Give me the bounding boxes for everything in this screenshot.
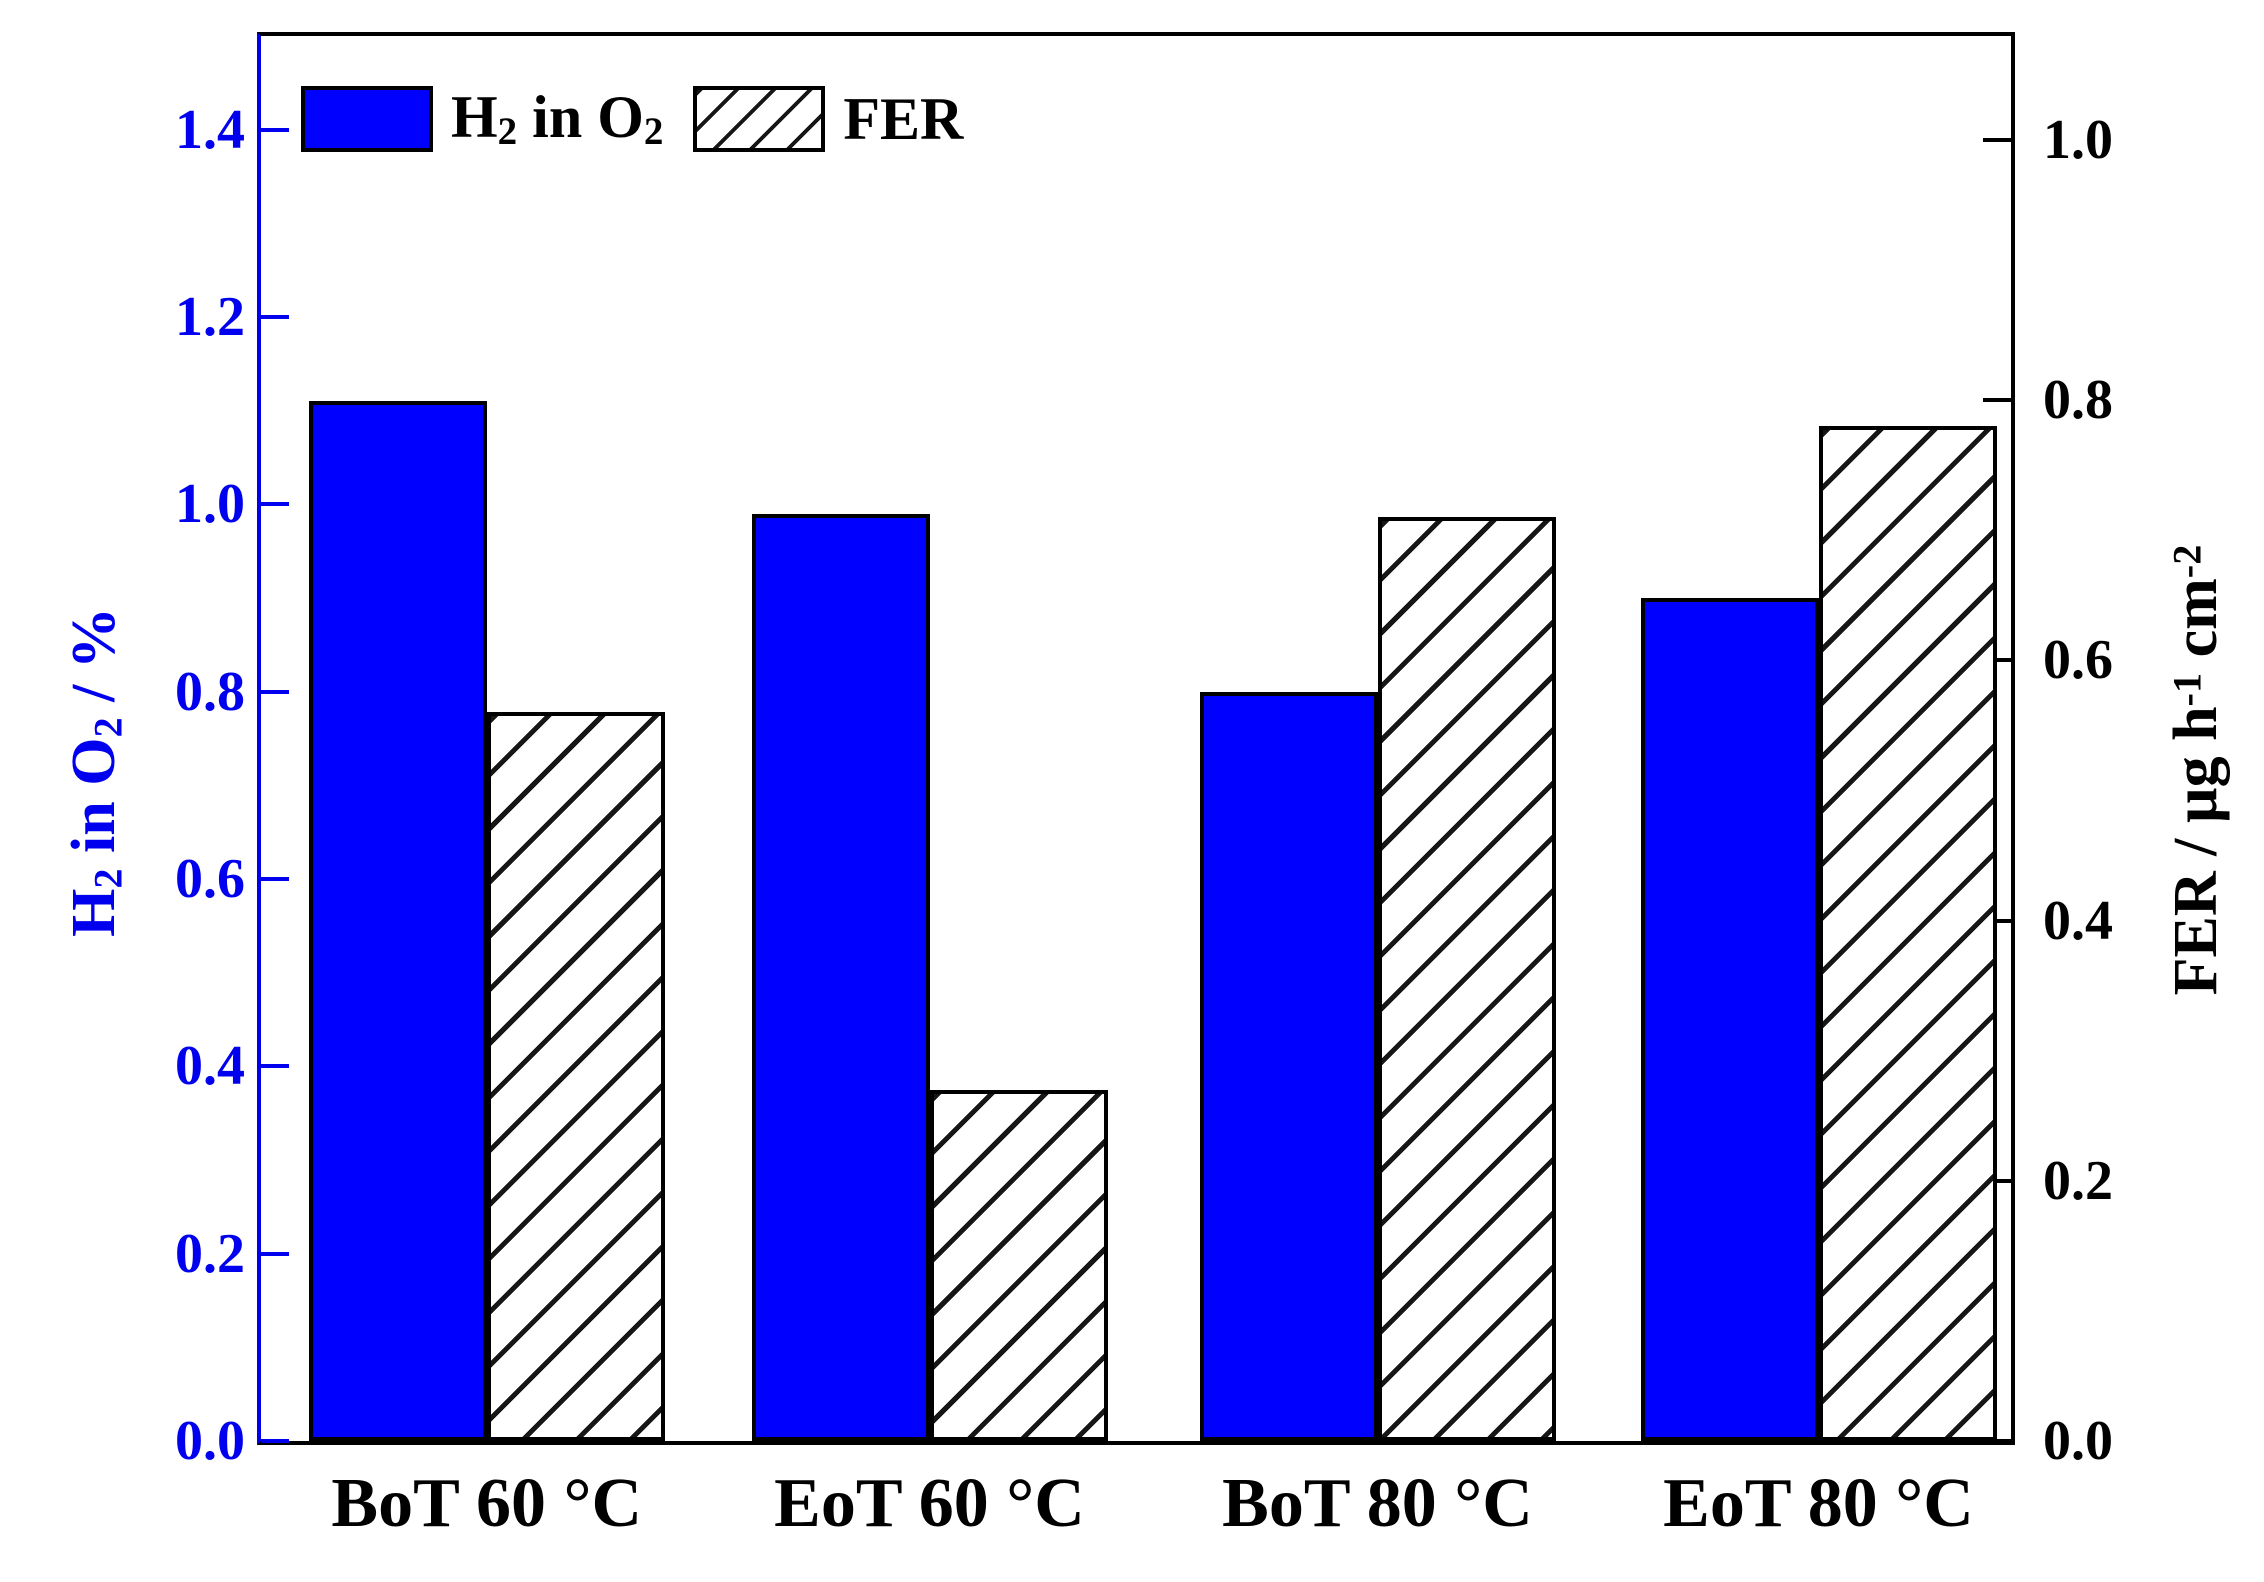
bar-h2-in-o2-2 xyxy=(752,514,930,1441)
right-axis-tick-0.8 xyxy=(1983,398,2011,403)
x-axis-category-label-3: BoT 80 °C xyxy=(1222,1465,1533,1542)
x-axis-category-label-1: BoT 60 °C xyxy=(331,1465,643,1542)
right-axis-tick-1.0 xyxy=(1983,138,2011,143)
left-axis-tick-label-1.2: 1.2 xyxy=(175,286,245,348)
bar-fer-1 xyxy=(487,712,665,1441)
left-axis-tick-0.2 xyxy=(261,1251,289,1256)
plot-area: H2 in O2 FER xyxy=(257,32,2015,1445)
bar-fer-4 xyxy=(1819,426,1997,1441)
left-axis-tick-0.8 xyxy=(261,689,289,694)
right-axis-tick-0.2 xyxy=(1983,1178,2011,1183)
left-axis-tick-label-1.0: 1.0 xyxy=(175,473,245,536)
right-axis-tick-0.6 xyxy=(1983,658,2011,663)
left-axis-tick-0.4 xyxy=(261,1064,289,1069)
right-axis-tick-label-1.0: 1.0 xyxy=(2043,109,2113,172)
left-axis-tick-1.2 xyxy=(261,315,289,319)
legend-swatch-fer xyxy=(693,86,826,152)
x-axis-category-label-4: EoT 80 °C xyxy=(1663,1465,1974,1542)
x-axis-category-label-2: EoT 60 °C xyxy=(774,1465,1085,1542)
bar-fer-3 xyxy=(1378,517,1556,1441)
legend-swatch-h2-in-o2 xyxy=(301,86,433,152)
left-axis-tick-label-0.2: 0.2 xyxy=(175,1222,245,1285)
left-axis-tick-0.6 xyxy=(261,877,289,881)
legend-item-fer: FER xyxy=(693,86,963,152)
bar-h2-in-o2-4 xyxy=(1641,598,1819,1441)
right-axis-tick-0.4 xyxy=(1983,918,2011,923)
legend-label-h2-in-o2: H2 in O2 xyxy=(451,83,664,153)
left-axis-tick-label-1.4: 1.4 xyxy=(175,98,245,161)
right-axis-tick-label-0.4: 0.4 xyxy=(2043,889,2113,952)
right-axis-tick-label-0.8: 0.8 xyxy=(2043,369,2113,432)
left-axis-tick-label-0.0: 0.0 xyxy=(175,1410,245,1472)
left-axis-tick-label-0.6: 0.6 xyxy=(175,848,245,910)
legend-label-fer: FER xyxy=(843,86,964,152)
right-axis-tick-label-0.6: 0.6 xyxy=(2043,629,2113,692)
bar-h2-in-o2-1 xyxy=(309,401,487,1441)
right-axis-tick-label-0.0: 0.0 xyxy=(2043,1410,2113,1472)
right-axis-title: FER / µg h-1 cm-2 xyxy=(2162,544,2230,996)
legend: H2 in O2 FER xyxy=(301,86,963,152)
right-axis-tick-0.0 xyxy=(1983,1439,2011,1443)
bar-h2-in-o2-3 xyxy=(1200,692,1378,1441)
left-axis-tick-label-0.8: 0.8 xyxy=(175,660,245,723)
left-axis-tick-label-0.4: 0.4 xyxy=(175,1035,245,1098)
left-axis-tick-1.4 xyxy=(261,127,289,132)
bar-fer-2 xyxy=(930,1090,1108,1441)
left-axis-tick-1.0 xyxy=(261,502,289,507)
right-axis-tick-label-0.2: 0.2 xyxy=(2043,1149,2113,1212)
left-axis-tick-0.0 xyxy=(261,1439,289,1443)
legend-item-h2-in-o2: H2 in O2 xyxy=(301,86,663,152)
